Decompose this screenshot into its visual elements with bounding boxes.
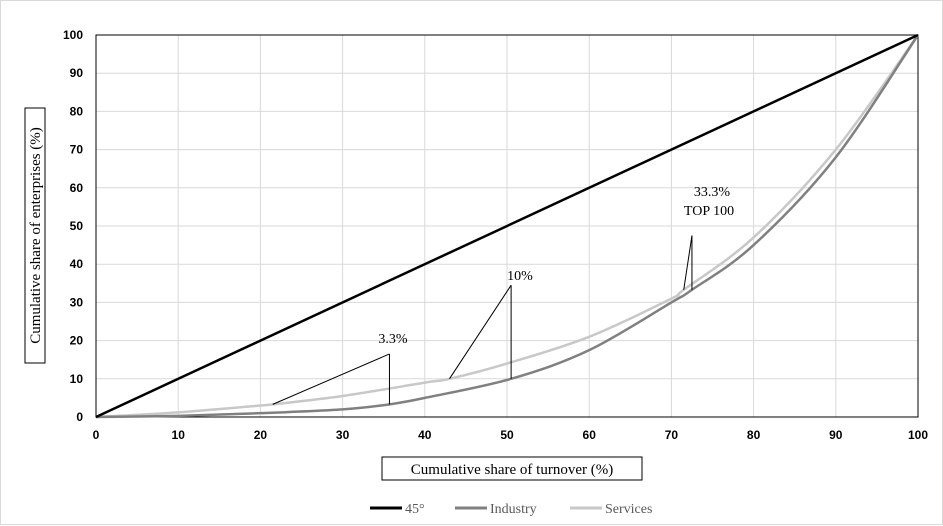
x-tick-label: 40: [418, 428, 432, 442]
y-tick-label: 0: [76, 410, 83, 424]
x-tick-label: 90: [829, 428, 843, 442]
legend-label-services: Services: [605, 502, 652, 517]
y-tick-label: 80: [70, 104, 84, 118]
annotation-33-3: 33.3%: [694, 185, 731, 200]
x-tick-label: 80: [747, 428, 761, 442]
legend-label-45: 45°: [405, 502, 425, 517]
x-tick-label: 30: [336, 428, 350, 442]
x-tick-label: 50: [500, 428, 514, 442]
series-layer: [95, 33, 920, 419]
series-45-line: [95, 33, 919, 419]
series-industry-line: [95, 34, 920, 419]
annotation-leaders: [272, 235, 693, 405]
series-services-line: [95, 34, 920, 419]
annotation-leader-line: [449, 284, 512, 380]
annotation-10: 10%: [507, 269, 533, 284]
annotation-3-3: 3.3%: [378, 332, 408, 347]
y-tick-label: 60: [70, 181, 84, 195]
x-tick-label: 60: [583, 428, 597, 442]
y-tick-label: 70: [70, 143, 84, 157]
x-axis-label: Cumulative share of turnover (%): [411, 462, 613, 478]
x-tick-label: 10: [172, 428, 186, 442]
x-axis-title: Cumulative share of turnover (%): [381, 456, 643, 481]
x-tick-label: 20: [254, 428, 268, 442]
y-tick-label: 10: [70, 372, 84, 386]
y-axis-title: Cumulative share of enterprises (%): [24, 107, 46, 364]
y-tick-label: 50: [70, 219, 84, 233]
tick-labels: 0 10 20 30 40 50 60 70 80 90 100 0 10 20 30 40 50 60 70 80 9…: [63, 28, 928, 442]
x-tick-label: 0: [93, 428, 100, 442]
annotation-leader-line: [683, 235, 693, 290]
x-tick-label: 70: [665, 428, 679, 442]
legend-label-industry: Industry: [490, 502, 537, 517]
legend: 45° Industry Services: [370, 502, 652, 517]
y-tick-label: 100: [63, 28, 83, 42]
plot-frame: [95, 34, 919, 418]
y-tick-label: 30: [70, 295, 84, 309]
y-tick-label: 20: [70, 334, 84, 348]
annotation-top-100: TOP 100: [684, 204, 734, 219]
x-tick-label: 100: [908, 428, 928, 442]
y-axis-label: Cumulative share of enterprises (%): [28, 127, 44, 344]
y-tick-label: 40: [70, 257, 84, 271]
y-tick-label: 90: [70, 66, 84, 80]
annotation-leader-line: [272, 353, 390, 405]
